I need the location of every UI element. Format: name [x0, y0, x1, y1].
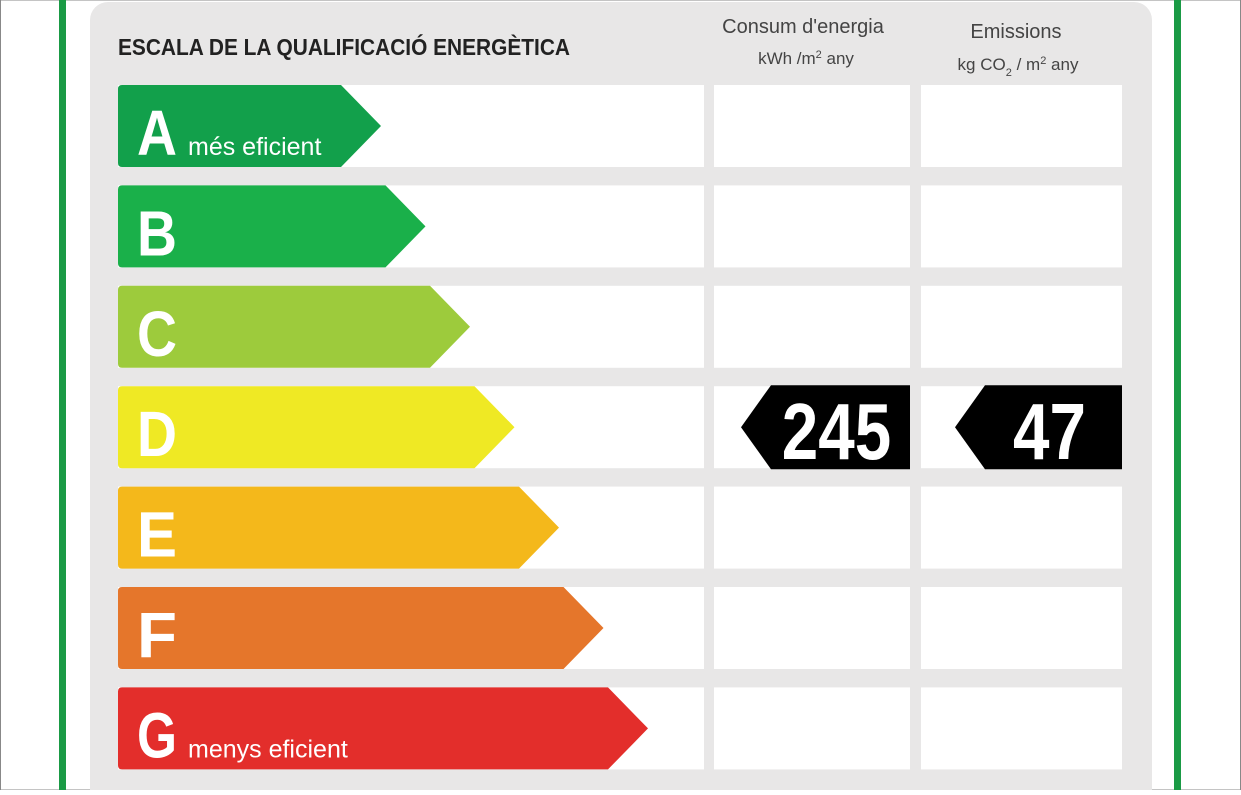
emissions-cell: [921, 185, 1122, 268]
class-letter: C: [137, 298, 177, 370]
class-letter: G: [137, 699, 177, 771]
frame-left: [59, 0, 66, 790]
unit-part: any: [822, 49, 855, 68]
class-arrow: [118, 85, 381, 167]
class-note: més eficient: [188, 133, 321, 161]
frame-right: [1174, 0, 1181, 790]
energy-badge: [741, 385, 910, 470]
unit-part: any: [1046, 55, 1079, 74]
emissions-cell: [921, 486, 1122, 569]
energy-cell: [714, 486, 910, 569]
unit-part: kg CO: [958, 55, 1006, 74]
class-arrow: [118, 386, 515, 469]
class-arrow: [118, 185, 426, 268]
class-arrow: [118, 587, 604, 669]
emissions-title: Emissions: [970, 21, 1061, 43]
energy-cell: [714, 85, 910, 167]
energy-title: Consum d'energia: [722, 16, 885, 38]
emissions-unit: kg CO2 / m2 any: [958, 55, 1079, 79]
emissions-cell: [921, 85, 1122, 167]
unit-part: 2: [1040, 55, 1046, 67]
class-arrow: [118, 285, 470, 368]
class-arrow: [118, 687, 648, 770]
energy-unit: kWh /m2 any: [758, 49, 854, 68]
class-letter: F: [137, 599, 177, 671]
energy-cell: [714, 587, 910, 669]
title: ESCALA DE LA QUALIFICACIÓ ENERGÈTICA: [118, 33, 570, 60]
energy-cell: [714, 285, 910, 368]
class-arrow: [118, 486, 559, 569]
unit-part: kWh /m: [758, 49, 816, 68]
emissions-cell: [921, 285, 1122, 368]
emissions-cell: [921, 587, 1122, 669]
class-letter: E: [137, 499, 177, 571]
unit-part: / m: [1012, 55, 1040, 74]
energy-cell: [714, 185, 910, 268]
class-letter: B: [137, 197, 177, 269]
emissions-value: 47: [1013, 387, 1086, 477]
unit-part: 2: [1006, 67, 1012, 79]
class-letter: A: [137, 97, 177, 169]
emissions-cell: [921, 687, 1122, 770]
class-note: menys eficient: [188, 735, 348, 763]
class-letter: D: [137, 398, 177, 470]
unit-part: 2: [816, 49, 822, 61]
emissions-badge: [955, 385, 1122, 470]
energy-cell: [714, 687, 910, 770]
energy-value: 245: [782, 387, 891, 477]
